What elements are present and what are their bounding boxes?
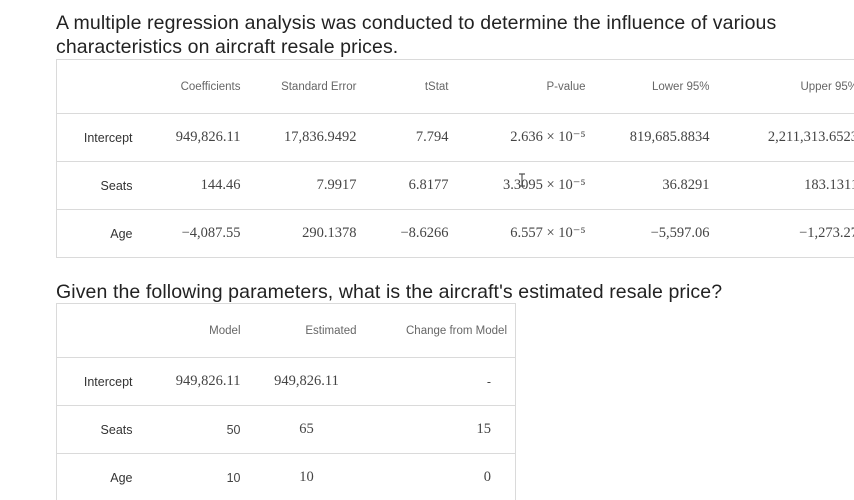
cell-standard-error: 290.1378 xyxy=(248,209,365,258)
cell-coefficient: 144.46 xyxy=(156,161,249,210)
cell-change-from-model: 15 xyxy=(364,405,516,454)
table-row: Age 10 10 0 xyxy=(56,453,516,500)
cell-change-from-model: 0 xyxy=(364,453,516,500)
cell-p-value: 3.3095 × 10⁻⁵ xyxy=(456,161,594,210)
cell-p-value: 6.557 × 10⁻⁵ xyxy=(456,209,594,258)
cell-tstat: 6.8177 xyxy=(364,161,457,210)
row-label-seats: Seats xyxy=(56,161,157,210)
table-header-row: Coefficients Standard Error tStat P-valu… xyxy=(57,60,854,114)
column-header-lower-95: Lower 95% xyxy=(651,80,710,93)
cell-model: 949,826.11 xyxy=(156,357,249,406)
cell-upper-95: 2,211,313.6523 xyxy=(717,113,854,162)
cell-lower-95: 36.8291 xyxy=(593,161,718,210)
table-row: Seats 144.46 7.9917 6.8177 3.3095 × 10⁻⁵… xyxy=(56,161,854,210)
column-header-upper-95: Upper 95% xyxy=(800,80,854,93)
text-cursor-icon xyxy=(519,173,525,187)
column-header-estimated: Estimated xyxy=(305,324,357,337)
row-label-intercept: Intercept xyxy=(56,113,157,162)
cell-model: 10 xyxy=(156,453,249,500)
table-row: Seats 50 65 15 xyxy=(56,405,516,454)
row-label-seats: Seats xyxy=(56,405,157,454)
column-header-model: Model xyxy=(209,324,241,337)
cell-coefficient: −4,087.55 xyxy=(156,209,249,258)
cell-model: 50 xyxy=(156,405,249,454)
cell-upper-95: −1,273.27 xyxy=(717,209,854,258)
cell-p-value: 2.636 × 10⁻⁵ xyxy=(456,113,594,162)
row-label-age: Age xyxy=(56,453,157,500)
column-header xyxy=(57,304,157,358)
estimate-table: Model Estimated Change from Model Interc… xyxy=(56,303,516,500)
column-header-change-from-model: Change from Model xyxy=(406,324,507,337)
column-header-p-value: P-value xyxy=(546,80,586,93)
column-header-coefficients: Coefficients xyxy=(180,80,241,93)
cell-standard-error: 17,836.9492 xyxy=(248,113,365,162)
question-regression-intro: A multiple regression analysis was condu… xyxy=(56,12,777,58)
cell-estimated: 949,826.11 xyxy=(248,357,365,406)
regression-table: Coefficients Standard Error tStat P-valu… xyxy=(56,59,854,258)
column-header xyxy=(57,60,157,114)
table-header-row: Model Estimated Change from Model xyxy=(57,304,516,358)
cell-upper-95: 183.1311 xyxy=(717,161,854,210)
cell-standard-error: 7.9917 xyxy=(248,161,365,210)
cell-change-from-model: - xyxy=(364,357,516,406)
cell-estimated: 65 xyxy=(248,405,365,454)
column-header-standard-error: Standard Error xyxy=(281,80,357,93)
column-header-tstat: tStat xyxy=(424,80,449,93)
cell-lower-95: −5,597.06 xyxy=(593,209,718,258)
cell-coefficient: 949,826.11 xyxy=(156,113,249,162)
row-label-age: Age xyxy=(56,209,157,258)
question-estimate: Given the following parameters, what is … xyxy=(56,281,723,303)
table-row: Intercept 949,826.11 17,836.9492 7.794 2… xyxy=(56,113,854,162)
cell-estimated: 10 xyxy=(248,453,365,500)
cell-lower-95: 819,685.8834 xyxy=(593,113,718,162)
cell-tstat: 7.794 xyxy=(364,113,457,162)
table-row: Age −4,087.55 290.1378 −8.6266 6.557 × 1… xyxy=(56,209,854,258)
cell-tstat: −8.6266 xyxy=(364,209,457,258)
row-label-intercept: Intercept xyxy=(56,357,157,406)
table-row: Intercept 949,826.11 949,826.11 - xyxy=(56,357,516,406)
